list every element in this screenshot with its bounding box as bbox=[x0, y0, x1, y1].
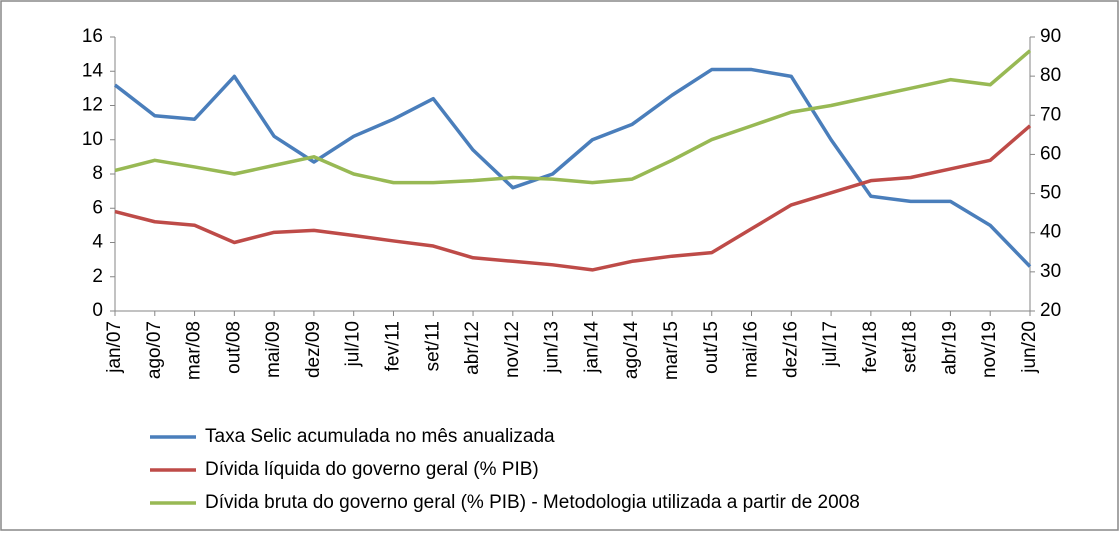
x-tick-label: jul/17 bbox=[820, 321, 841, 367]
x-tick-label: set/11 bbox=[422, 321, 443, 371]
y2-tick-label: 70 bbox=[1040, 104, 1061, 125]
x-tick-label: mar/15 bbox=[661, 321, 682, 380]
y-tick-label: 10 bbox=[82, 129, 103, 150]
x-tick-label: abr/12 bbox=[462, 321, 483, 375]
x-tick-label: mai/09 bbox=[263, 321, 284, 378]
y2-tick-label: 30 bbox=[1040, 261, 1061, 282]
y-tick-label: 14 bbox=[82, 60, 104, 81]
legend-label: Taxa Selic acumulada no mês anualizada bbox=[205, 426, 555, 447]
x-tick-label: nov/19 bbox=[979, 321, 1000, 378]
y2-tick-label: 40 bbox=[1040, 222, 1061, 243]
series-line bbox=[114, 49, 1032, 185]
x-tick-label: jun/13 bbox=[542, 321, 563, 374]
x-tick-label: fev/11 bbox=[382, 321, 403, 371]
series-line bbox=[113, 67, 1032, 268]
y-tick-label: 12 bbox=[82, 95, 103, 116]
y2-tick-label: 90 bbox=[1040, 26, 1061, 47]
x-tick-label: ago/07 bbox=[144, 321, 165, 379]
y2-tick-label: 60 bbox=[1040, 143, 1061, 164]
y-tick-label: 6 bbox=[92, 197, 103, 218]
x-tick-label: jan/14 bbox=[581, 321, 602, 374]
legend-label: Dívida bruta do governo geral (% PIB) - … bbox=[205, 492, 860, 513]
x-tick-label: out/15 bbox=[701, 321, 722, 374]
y-tick-label: 0 bbox=[92, 300, 103, 321]
x-tick-label: nov/12 bbox=[502, 321, 523, 378]
y-tick-label: 4 bbox=[92, 232, 103, 253]
y2-tick-label: 50 bbox=[1040, 183, 1061, 204]
x-tick-label: jul/10 bbox=[343, 321, 364, 367]
y2-tick-label: 20 bbox=[1040, 300, 1061, 321]
x-tick-label: jan/07 bbox=[104, 321, 125, 374]
x-tick-label: jun/20 bbox=[1019, 321, 1040, 374]
x-tick-label: mai/16 bbox=[741, 321, 762, 378]
x-tick-label: abr/19 bbox=[939, 321, 960, 375]
x-tick-label: out/08 bbox=[223, 321, 244, 374]
x-tick-label: dez/09 bbox=[303, 321, 324, 378]
y-tick-label: 8 bbox=[92, 163, 103, 184]
legend-label: Dívida líquida do governo geral (% PIB) bbox=[205, 459, 539, 480]
x-tick-label: mar/08 bbox=[184, 321, 205, 380]
x-tick-label: ago/14 bbox=[621, 321, 642, 380]
y-tick-label: 16 bbox=[82, 26, 103, 47]
x-tick-label: set/18 bbox=[900, 321, 921, 373]
y2-tick-label: 80 bbox=[1040, 65, 1061, 86]
y-tick-label: 2 bbox=[92, 266, 103, 287]
x-tick-label: fev/18 bbox=[860, 321, 881, 373]
x-tick-label: dez/16 bbox=[780, 321, 801, 378]
series-line bbox=[114, 124, 1032, 272]
